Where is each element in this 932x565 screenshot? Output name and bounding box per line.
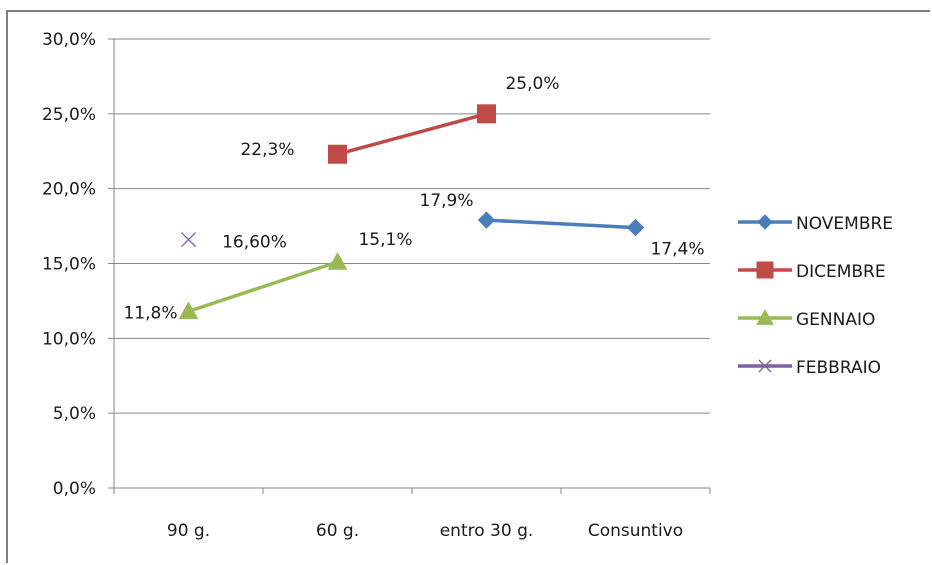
data-point-diamond bbox=[757, 214, 773, 230]
series-lines bbox=[178, 104, 645, 320]
data-point-triangle bbox=[178, 301, 199, 320]
data-label: 17,4% bbox=[650, 240, 704, 260]
legend: NOVEMBRE DICEMBRE GENNAIO FEBBRAIO bbox=[738, 214, 893, 378]
legend-label: GENNAIO bbox=[796, 310, 875, 330]
data-point-square bbox=[328, 144, 347, 164]
data-labels: 17,9% 17,4% 22,3% 25,0% 11,8% 15,1% 16,60% bbox=[123, 74, 704, 324]
y-tick-label: 15,0% bbox=[42, 255, 96, 275]
data-label: 15,1% bbox=[358, 230, 412, 250]
data-point-triangle bbox=[756, 308, 774, 325]
y-tick-label: 20,0% bbox=[42, 180, 96, 200]
series-gennaio bbox=[178, 251, 348, 320]
legend-item-dicembre: DICEMBRE bbox=[738, 261, 886, 282]
x-tick-label: 90 g. bbox=[167, 521, 210, 541]
x-tick-label: Consuntivo bbox=[588, 521, 683, 541]
y-tick-label: 0,0% bbox=[53, 479, 96, 499]
data-label: 22,3% bbox=[240, 140, 294, 160]
legend-item-gennaio: GENNAIO bbox=[738, 308, 875, 330]
data-label: 16,60% bbox=[222, 233, 287, 253]
data-label: 25,0% bbox=[505, 74, 559, 94]
series-line-segment bbox=[186, 260, 340, 314]
data-point-diamond bbox=[477, 211, 496, 229]
series-novembre bbox=[477, 211, 645, 237]
gridlines bbox=[108, 38, 710, 489]
data-label: 11,8% bbox=[123, 303, 177, 323]
data-point-diamond bbox=[626, 218, 645, 237]
series-febbraio bbox=[181, 232, 196, 248]
x-tick-label: entro 30 g. bbox=[440, 521, 534, 541]
series-dicembre bbox=[328, 104, 496, 164]
y-tick-label: 30,0% bbox=[42, 30, 96, 50]
data-point-square bbox=[477, 104, 496, 124]
legend-item-novembre: NOVEMBRE bbox=[738, 214, 893, 234]
data-point-x bbox=[181, 232, 196, 248]
y-tick-label: 25,0% bbox=[42, 105, 96, 125]
legend-item-febbraio: FEBBRAIO bbox=[738, 358, 881, 378]
data-label: 17,9% bbox=[419, 191, 473, 211]
y-tick-label: 5,0% bbox=[53, 404, 96, 424]
axes: 0,0% 5,0% 10,0% 15,0% 20,0% 25,0% 30,0% 90 g. 60… bbox=[42, 30, 711, 541]
legend-label: FEBBRAIO bbox=[796, 358, 881, 378]
legend-label: DICEMBRE bbox=[796, 262, 886, 282]
chart-frame bbox=[6, 10, 930, 563]
series-line-segment bbox=[335, 112, 489, 156]
data-point-square bbox=[756, 261, 774, 279]
data-point-triangle bbox=[327, 251, 348, 270]
x-tick-label: 60 g. bbox=[316, 521, 359, 541]
series-line-segment bbox=[484, 218, 638, 230]
legend-label: NOVEMBRE bbox=[796, 214, 893, 234]
data-point-x bbox=[758, 359, 772, 373]
y-tick-label: 10,0% bbox=[42, 329, 96, 349]
